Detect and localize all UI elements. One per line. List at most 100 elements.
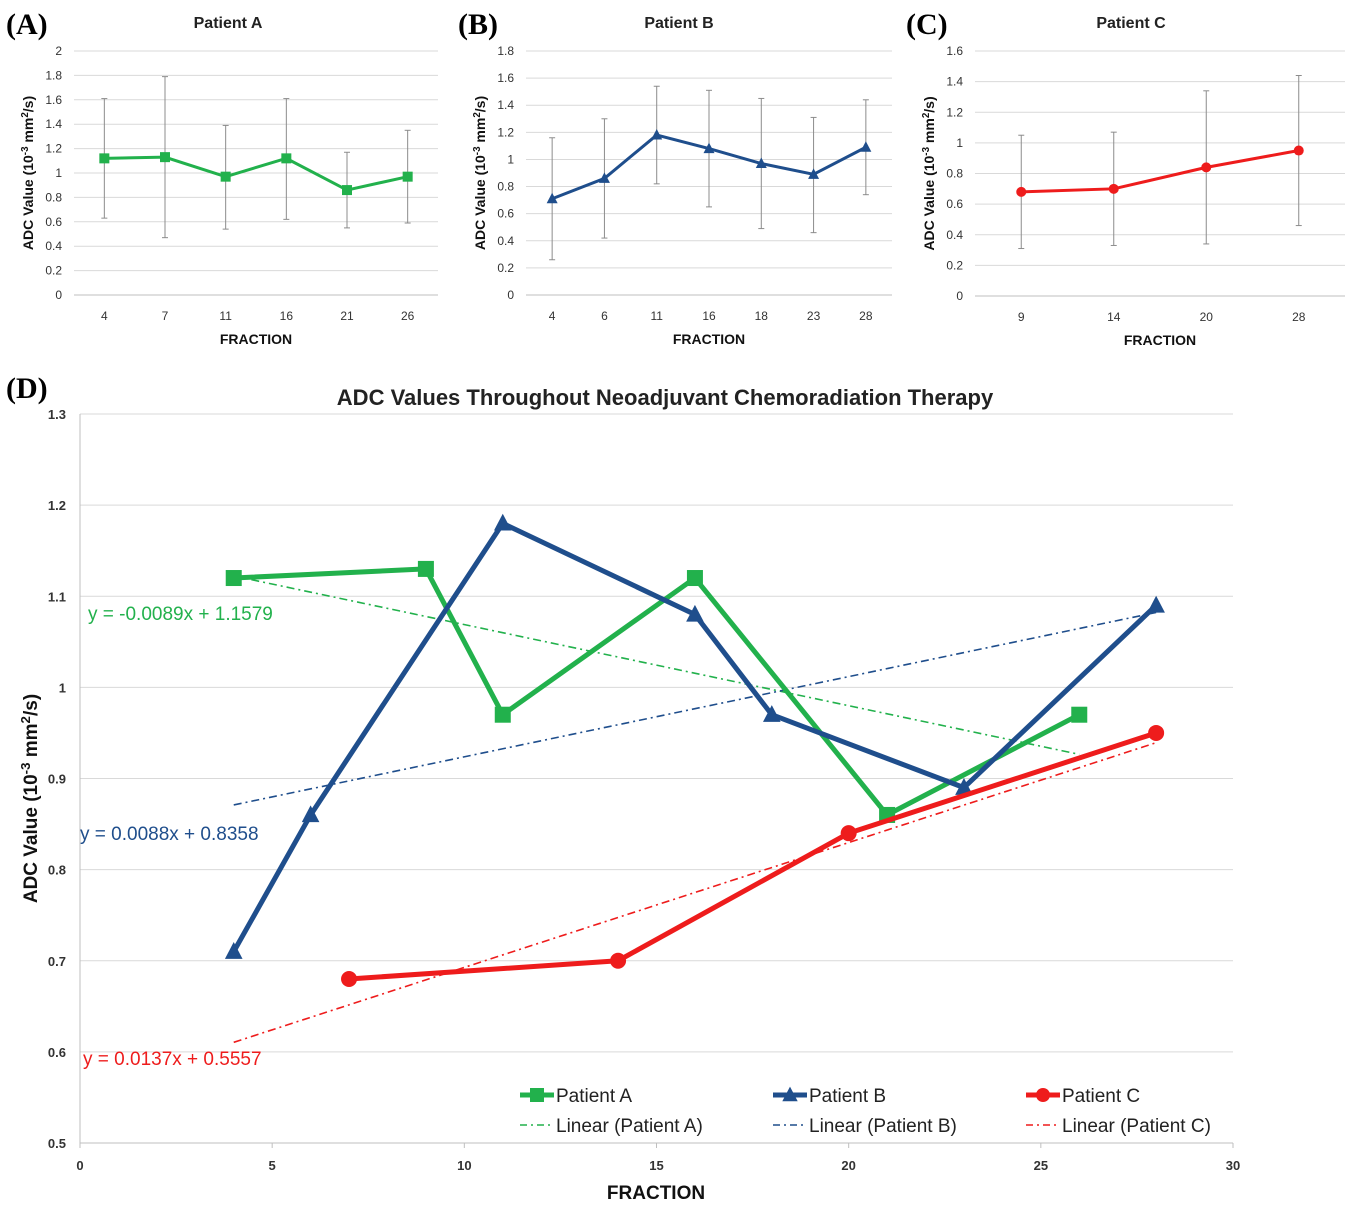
y-tick-label: 0 [956, 289, 963, 303]
x-tick-label: 25 [1034, 1158, 1048, 1173]
legend-label: Linear (Patient C) [1062, 1116, 1211, 1137]
y-tick-label: 0.8 [946, 167, 963, 181]
x-tick-label: 28 [859, 309, 873, 323]
data-point [160, 152, 170, 163]
y-tick-label: 0.9 [48, 772, 66, 787]
x-tick-label: 14 [1107, 310, 1121, 324]
legend-marker [1036, 1088, 1050, 1102]
x-tick-label: 15 [649, 1158, 663, 1173]
y-tick-label: 1.6 [946, 44, 963, 58]
series-line [348, 730, 1157, 982]
y-tick-label: 1.6 [45, 93, 62, 107]
y-tick-label: 1.4 [497, 98, 514, 112]
y-tick-label: 0.8 [48, 863, 66, 878]
data-point [494, 706, 511, 723]
x-tick-label: 26 [401, 309, 415, 323]
legend-label: Patient A [556, 1086, 632, 1107]
y-tick-label: 0.4 [45, 239, 62, 253]
data-point [341, 970, 358, 987]
x-tick-label: 0 [76, 1158, 83, 1173]
x-tick-label: 11 [650, 309, 663, 323]
x-axis-label: FRACTION [673, 331, 745, 347]
legend-marker [782, 1086, 798, 1102]
x-tick-label: 30 [1226, 1158, 1240, 1173]
y-tick-label: 0.6 [48, 1045, 66, 1060]
y-tick-label: 0.4 [946, 228, 963, 242]
y-tick-label: 1.4 [946, 75, 963, 89]
series-line [1021, 149, 1300, 194]
x-tick-label: 9 [1018, 310, 1025, 324]
y-axis-label: ADC Value (10-3 mm2/s) [18, 694, 43, 903]
data-point [686, 570, 703, 587]
chart-title: Patient B [644, 15, 713, 32]
trendline [233, 575, 1080, 756]
trendline [233, 741, 1157, 1044]
legend: Patient A Patient B Patient C Linear (Patie… [520, 1086, 1211, 1137]
legend-label: Patient B [809, 1086, 886, 1107]
y-tick-label: 1.8 [45, 68, 62, 82]
y-tick-label: 0.2 [946, 258, 963, 272]
x-tick-label: 5 [269, 1158, 276, 1173]
y-tick-label: 2 [55, 44, 62, 58]
legend-label: Patient C [1062, 1086, 1140, 1107]
series-line [104, 155, 408, 192]
data-point [546, 192, 558, 204]
y-tick-label: 1.8 [497, 44, 514, 58]
x-tick-label: 28 [1292, 310, 1306, 324]
data-point [598, 172, 610, 183]
y-tick-label: 1.4 [45, 117, 62, 131]
panel-label: (B) [458, 8, 498, 41]
main-chart: 0.5 0.6 0.7 0.8 0.9 1 1.1 1.2 1.3 0 5 10 15 20 25 30 y =… [18, 385, 1241, 1204]
data-point [808, 168, 820, 179]
trendline-equation: y = 0.0088x + 0.8358 [80, 824, 259, 845]
y-tick-label: 0.5 [48, 1136, 66, 1151]
data-point [220, 171, 231, 182]
data-point [402, 171, 413, 182]
data-point [99, 153, 110, 164]
y-tick-label: 0.8 [45, 190, 62, 204]
data-point [840, 825, 857, 842]
data-point [1016, 186, 1027, 197]
data-point [493, 513, 512, 531]
y-tick-label: 1.3 [48, 407, 66, 422]
x-tick-label: 4 [101, 309, 108, 323]
data-point [1147, 595, 1165, 613]
y-tick-label: 1 [59, 680, 66, 695]
y-tick-label: 1.6 [497, 71, 514, 85]
data-point [610, 952, 627, 969]
y-tick-label: 1.2 [48, 498, 66, 513]
x-tick-label: 18 [755, 309, 769, 323]
chart-title: Patient A [194, 15, 263, 32]
trendline-equation: y = 0.0137x + 0.5557 [83, 1049, 262, 1070]
small-chart-patient-b: 0 0.2 0.4 0.6 0.8 1 1.2 1.4 1.6 1.8 4 6 11 16 18 23 28 Pa… [472, 15, 892, 347]
series-line [233, 566, 1081, 818]
x-tick-label: 20 [841, 1158, 855, 1173]
y-tick-label: 0.2 [45, 264, 62, 278]
y-axis-label: ADC Value (10-3 mm2/s) [472, 96, 489, 250]
x-axis-label: FRACTION [220, 331, 292, 347]
data-point [1201, 162, 1212, 173]
x-tick-label: 10 [457, 1158, 471, 1173]
x-tick-label: 7 [162, 309, 169, 323]
data-point [651, 129, 663, 140]
x-tick-label: 6 [601, 309, 608, 323]
x-tick-label: 23 [807, 309, 821, 323]
data-point [686, 604, 704, 622]
data-point [763, 705, 781, 722]
data-point [755, 157, 767, 169]
y-tick-label: 0 [55, 288, 62, 302]
data-point [703, 142, 715, 154]
data-point [281, 153, 292, 164]
y-tick-label: 0.6 [45, 215, 62, 229]
y-tick-label: 1 [55, 166, 62, 180]
x-tick-label: 16 [280, 309, 294, 323]
data-point [225, 570, 242, 587]
data-point [1108, 183, 1119, 194]
y-tick-label: 1.2 [45, 142, 62, 156]
x-axis-label: FRACTION [1124, 332, 1196, 348]
y-tick-label: 1.2 [497, 125, 514, 139]
data-point [1148, 724, 1165, 741]
legend-label: Linear (Patient A) [556, 1116, 703, 1137]
chart-title: ADC Values Throughout Neoadjuvant Chemor… [337, 385, 994, 410]
